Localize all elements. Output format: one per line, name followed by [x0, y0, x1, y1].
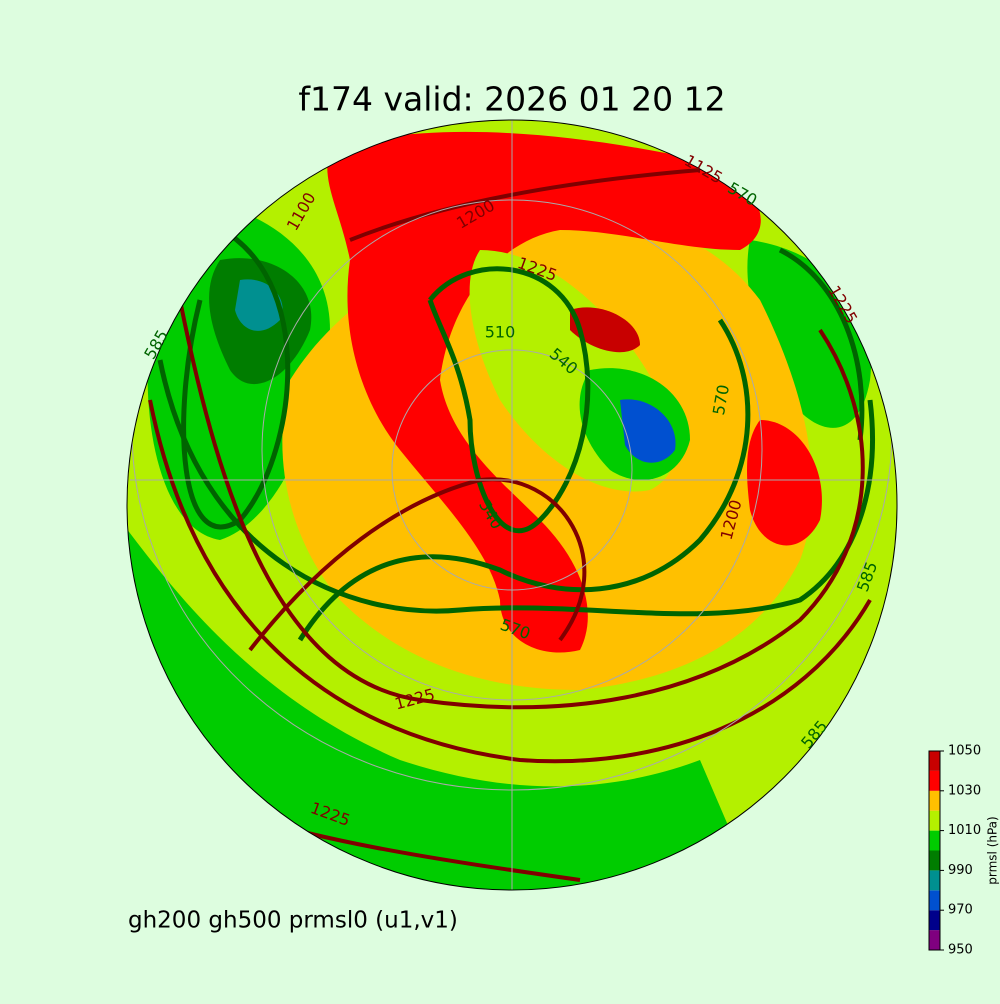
title: f174 valid: 2026 01 20 12: [298, 80, 725, 119]
globe-outline: [126, 119, 898, 891]
high-pressure-area: [747, 420, 822, 546]
colorbar-segment: [929, 770, 940, 791]
colorbar-segment: [929, 850, 940, 871]
colorbar-segment: [929, 930, 940, 950]
colorbar-frame: [928, 750, 941, 951]
colorbar-segment: [929, 810, 940, 831]
colorbar-tick-label: 970: [948, 903, 973, 918]
footer: gh200 gh500 prmsl0 (u1,v1): [128, 908, 458, 934]
colorbar-segment: [929, 890, 940, 911]
colorbar-segment: [929, 790, 940, 811]
colorbar-segment: [929, 751, 940, 771]
high-pressure-area: [570, 307, 640, 353]
colorbar-segment: [929, 830, 940, 851]
colorbar-tick-label: 990: [948, 863, 973, 878]
low-pressure-area: [235, 279, 283, 331]
colorbar-tick-label: 1030: [948, 783, 981, 798]
colorbar-tick-label: 1010: [948, 823, 981, 838]
colorbar-segment: [929, 870, 940, 891]
colorbar-tick-label: 950: [948, 943, 973, 958]
colorbar-segment: [929, 910, 940, 931]
colorbar-label: prmsl (hPa): [986, 816, 1000, 884]
low-pressure-area: [620, 399, 676, 463]
colorbar: 950 970 990 1010 1030 1050 prmsl (hPa): [928, 744, 1000, 958]
high-pressure-area: [327, 131, 761, 653]
map: [127, 120, 897, 890]
contour-label: 510: [485, 323, 516, 342]
colorbar-tick-label: 1050: [948, 744, 981, 759]
